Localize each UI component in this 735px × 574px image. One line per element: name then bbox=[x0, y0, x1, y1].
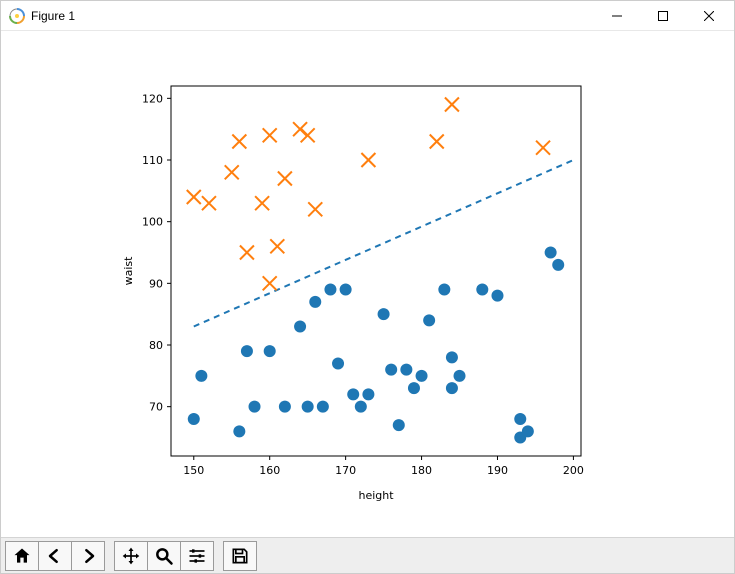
matplotlib-toolbar bbox=[1, 537, 734, 573]
titlebar: Figure 1 bbox=[1, 1, 734, 31]
save-icon bbox=[230, 546, 250, 566]
svg-text:70: 70 bbox=[149, 401, 163, 414]
svg-text:100: 100 bbox=[142, 216, 163, 229]
svg-text:80: 80 bbox=[149, 339, 163, 352]
svg-text:150: 150 bbox=[183, 464, 204, 477]
data-point bbox=[476, 284, 488, 296]
data-point bbox=[446, 382, 458, 394]
data-point bbox=[385, 364, 397, 376]
data-point bbox=[408, 382, 420, 394]
data-point bbox=[400, 364, 412, 376]
svg-text:120: 120 bbox=[142, 92, 163, 105]
data-point bbox=[195, 370, 207, 382]
data-point bbox=[446, 351, 458, 363]
data-point bbox=[332, 358, 344, 370]
data-point bbox=[317, 401, 329, 413]
scatter-plot: 150 160 170 180 190 200 70 80 90 100 110 120 height w… bbox=[116, 71, 596, 511]
data-point bbox=[416, 370, 428, 382]
zoom-button[interactable] bbox=[147, 541, 181, 571]
data-point bbox=[545, 247, 557, 259]
data-point bbox=[188, 413, 200, 425]
window-title: Figure 1 bbox=[31, 9, 75, 23]
magnify-icon bbox=[154, 546, 174, 566]
figure-canvas: 150 160 170 180 190 200 70 80 90 100 110 120 height w… bbox=[1, 31, 734, 537]
forward-button[interactable] bbox=[71, 541, 105, 571]
data-point bbox=[302, 401, 314, 413]
data-point bbox=[347, 388, 359, 400]
app-icon bbox=[9, 8, 25, 24]
data-point bbox=[362, 388, 374, 400]
data-point bbox=[264, 345, 276, 357]
close-button[interactable] bbox=[686, 1, 732, 31]
data-point bbox=[233, 425, 245, 437]
svg-text:200: 200 bbox=[563, 464, 584, 477]
data-point bbox=[378, 308, 390, 320]
data-point bbox=[454, 370, 466, 382]
home-icon bbox=[12, 546, 32, 566]
data-point bbox=[514, 413, 526, 425]
data-point bbox=[249, 401, 261, 413]
svg-text:160: 160 bbox=[259, 464, 280, 477]
data-point bbox=[340, 284, 352, 296]
data-point bbox=[309, 296, 321, 308]
svg-text:170: 170 bbox=[335, 464, 356, 477]
data-point bbox=[393, 419, 405, 431]
minimize-button[interactable] bbox=[594, 1, 640, 31]
data-point bbox=[279, 401, 291, 413]
home-button[interactable] bbox=[5, 541, 39, 571]
pan-button[interactable] bbox=[114, 541, 148, 571]
xlabel: height bbox=[358, 489, 394, 502]
data-point bbox=[552, 259, 564, 271]
svg-text:180: 180 bbox=[411, 464, 432, 477]
data-point bbox=[294, 321, 306, 333]
svg-text:190: 190 bbox=[487, 464, 508, 477]
arrow-right-icon bbox=[78, 546, 98, 566]
svg-text:110: 110 bbox=[142, 154, 163, 167]
data-point bbox=[491, 290, 503, 302]
data-point bbox=[438, 284, 450, 296]
back-button[interactable] bbox=[38, 541, 72, 571]
data-point bbox=[241, 345, 253, 357]
configure-button[interactable] bbox=[180, 541, 214, 571]
save-button[interactable] bbox=[223, 541, 257, 571]
move-icon bbox=[121, 546, 141, 566]
maximize-button[interactable] bbox=[640, 1, 686, 31]
sliders-icon bbox=[187, 546, 207, 566]
data-point bbox=[522, 425, 534, 437]
svg-text:90: 90 bbox=[149, 277, 163, 290]
ylabel: waist bbox=[122, 256, 135, 286]
data-point bbox=[324, 284, 336, 296]
data-point bbox=[355, 401, 367, 413]
arrow-left-icon bbox=[45, 546, 65, 566]
data-point bbox=[423, 314, 435, 326]
